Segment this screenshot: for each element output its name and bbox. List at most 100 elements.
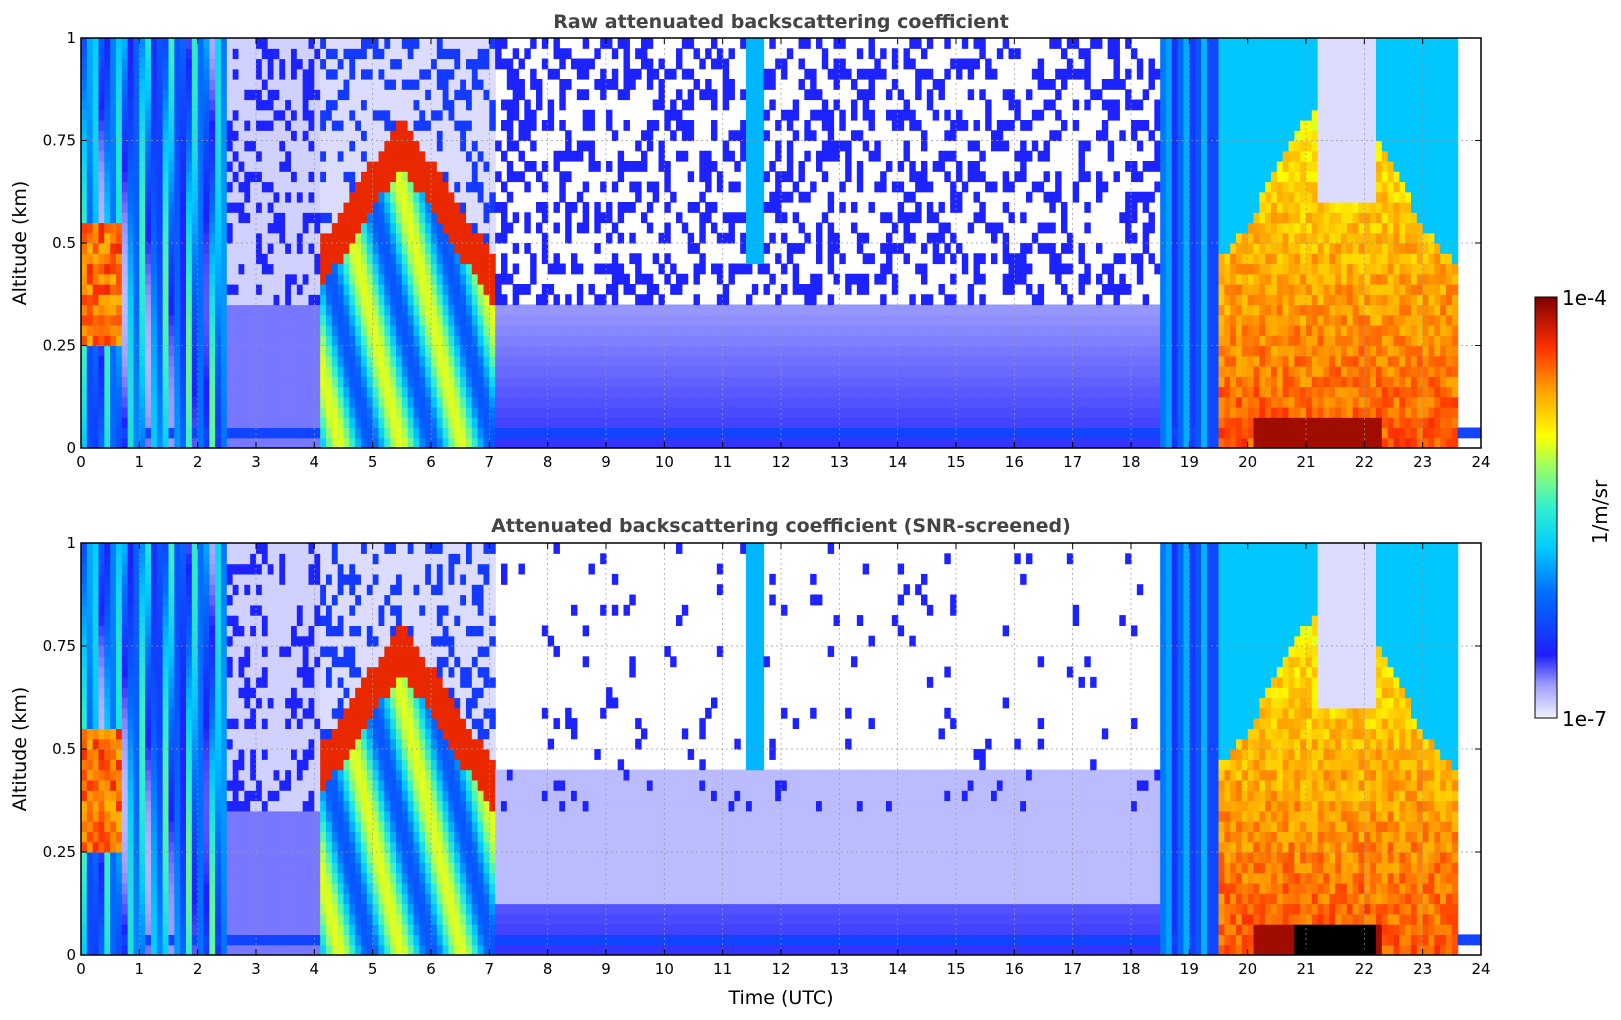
heatmap-cell — [407, 243, 415, 254]
heatmap-cell — [804, 284, 811, 295]
heatmap-cell — [541, 253, 549, 265]
heatmap-cell — [734, 314, 741, 326]
heatmap-cell — [786, 150, 794, 162]
heatmap-cell — [127, 263, 135, 275]
heatmap-cell — [209, 99, 216, 111]
heatmap-cell — [314, 99, 321, 111]
heatmap-cell — [366, 109, 374, 121]
heatmap-cell — [845, 335, 852, 347]
heatmap-cell — [606, 417, 613, 429]
heatmap-cell — [553, 335, 560, 347]
heatmap-cell — [512, 437, 520, 448]
heatmap-cell — [413, 130, 420, 142]
heatmap-cell — [162, 89, 170, 101]
heatmap-cell — [973, 366, 980, 377]
heatmap-cell — [186, 396, 193, 408]
heatmap-cell — [506, 304, 514, 316]
heatmap-cell — [261, 222, 269, 234]
heatmap-cell — [121, 284, 129, 295]
heatmap-cell — [186, 366, 193, 377]
heatmap-cell — [232, 366, 240, 377]
heatmap-cell — [903, 325, 910, 336]
heatmap-cell — [611, 335, 619, 347]
heatmap-cell — [442, 427, 450, 439]
heatmap-cell — [156, 68, 164, 80]
heatmap-cell — [699, 325, 706, 336]
heatmap-cell — [530, 253, 537, 265]
heatmap-cell — [967, 325, 975, 336]
heatmap-cell — [868, 38, 875, 49]
heatmap-cell — [495, 294, 502, 306]
heatmap-cell — [798, 243, 805, 254]
heatmap-cell — [314, 130, 321, 142]
heatmap-cell — [186, 232, 193, 244]
heatmap-cell — [483, 222, 490, 234]
heatmap-cell — [191, 294, 199, 306]
heatmap-cell — [891, 386, 899, 398]
heatmap-cell — [454, 232, 461, 244]
heatmap-cell — [757, 376, 765, 388]
heatmap-cell — [512, 171, 520, 183]
heatmap-cell — [641, 417, 648, 429]
heatmap-cell — [804, 304, 811, 316]
heatmap-cell — [221, 345, 228, 357]
heatmap-cell — [821, 99, 829, 111]
heatmap-cell — [390, 232, 397, 244]
heatmap-cell — [547, 335, 555, 347]
heatmap-cell — [495, 273, 502, 285]
heatmap-cell — [396, 48, 403, 60]
heatmap-cell — [413, 109, 420, 121]
heatmap-cell — [215, 253, 222, 265]
heatmap-cell — [308, 171, 315, 183]
heatmap-cell — [349, 79, 356, 90]
heatmap-cell — [553, 417, 560, 429]
heatmap-cell — [361, 99, 368, 111]
heatmap-cell — [86, 335, 94, 347]
heatmap-cell — [238, 427, 245, 439]
heatmap-cell — [786, 366, 794, 377]
heatmap-cell — [746, 335, 753, 347]
heatmap-cell — [641, 407, 648, 418]
heatmap-cell — [431, 232, 438, 244]
heatmap-cell — [110, 38, 117, 49]
heatmap-cell — [320, 263, 327, 275]
heatmap-cell — [349, 191, 356, 203]
heatmap-cell — [973, 140, 980, 152]
heatmap-cell — [862, 284, 870, 295]
heatmap-cell — [308, 89, 315, 101]
heatmap-cell — [454, 253, 461, 265]
heatmap-cell — [81, 294, 88, 306]
heatmap-cell — [851, 407, 858, 418]
heatmap-cell — [436, 140, 444, 152]
heatmap-cell — [186, 48, 193, 60]
heatmap-cell — [127, 140, 135, 152]
heatmap-cell — [961, 181, 969, 193]
heatmap-cell — [600, 437, 607, 448]
heatmap-cell — [197, 376, 205, 388]
heatmap-cell — [384, 263, 391, 275]
heatmap-cell — [483, 335, 490, 347]
heatmap-cell — [903, 314, 910, 326]
heatmap-cell — [86, 181, 94, 193]
heatmap-cell — [104, 232, 111, 244]
heatmap-cell — [413, 294, 420, 306]
heatmap-cell — [524, 109, 531, 121]
heatmap-cell — [967, 417, 975, 429]
heatmap-cell — [676, 345, 683, 357]
heatmap-cell — [996, 366, 1004, 377]
heatmap-cell — [261, 181, 269, 193]
heatmap-cell — [664, 437, 671, 448]
heatmap-cell — [454, 171, 461, 183]
heatmap-cell — [98, 181, 105, 193]
heatmap-cell — [81, 38, 88, 49]
heatmap-cell — [355, 335, 362, 347]
heatmap-cell — [751, 68, 759, 80]
heatmap-cell — [746, 181, 753, 193]
heatmap-cell — [868, 253, 875, 265]
heatmap-cell — [856, 48, 864, 60]
heatmap-cell — [991, 222, 998, 234]
heatmap-cell — [81, 335, 88, 347]
heatmap-cell — [431, 150, 438, 162]
heatmap-cell — [407, 181, 415, 193]
heatmap-cell — [775, 212, 782, 224]
